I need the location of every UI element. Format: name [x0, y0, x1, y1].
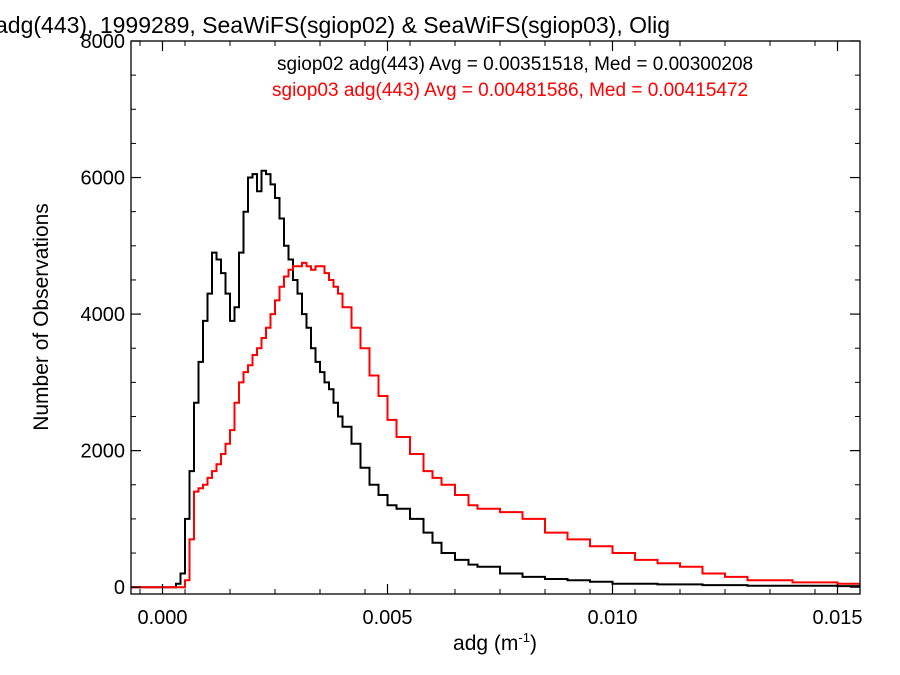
x-tick-label: 0.010 — [587, 607, 637, 629]
legend-entry-sgiop02: sgiop02 adg(443) Avg = 0.00351518, Med =… — [277, 54, 753, 75]
chart-title: adg(443), 1999289, SeaWiFS(sgiop02) & Se… — [0, 12, 670, 38]
y-tick-label: 8000 — [81, 31, 126, 53]
x-tick-label: 0.005 — [362, 607, 412, 629]
x-axis-title: adg (m-1) — [453, 630, 537, 655]
series-line-sgiop03 — [131, 261, 860, 589]
y-tick-label: 0 — [114, 577, 125, 599]
y-axis-title: Number of Observations — [30, 203, 53, 431]
x-axis: 0.000 0.005 0.010 0.015 — [137, 41, 863, 629]
plot-frame — [130, 40, 861, 595]
legend-entry-sgiop03: sgiop03 adg(443) Avg = 0.00481586, Med =… — [272, 80, 748, 101]
x-axis-title-superscript: -1 — [518, 630, 530, 645]
series-line-sgiop02 — [131, 169, 860, 589]
y-axis: 0 2000 4000 6000 8000 — [81, 31, 860, 599]
y-tick-label: 4000 — [81, 304, 126, 326]
x-tick-label: 0.015 — [812, 607, 862, 629]
x-tick-label: 0.000 — [137, 607, 187, 629]
y-tick-label: 2000 — [81, 441, 126, 463]
y-tick-label: 6000 — [81, 168, 126, 190]
